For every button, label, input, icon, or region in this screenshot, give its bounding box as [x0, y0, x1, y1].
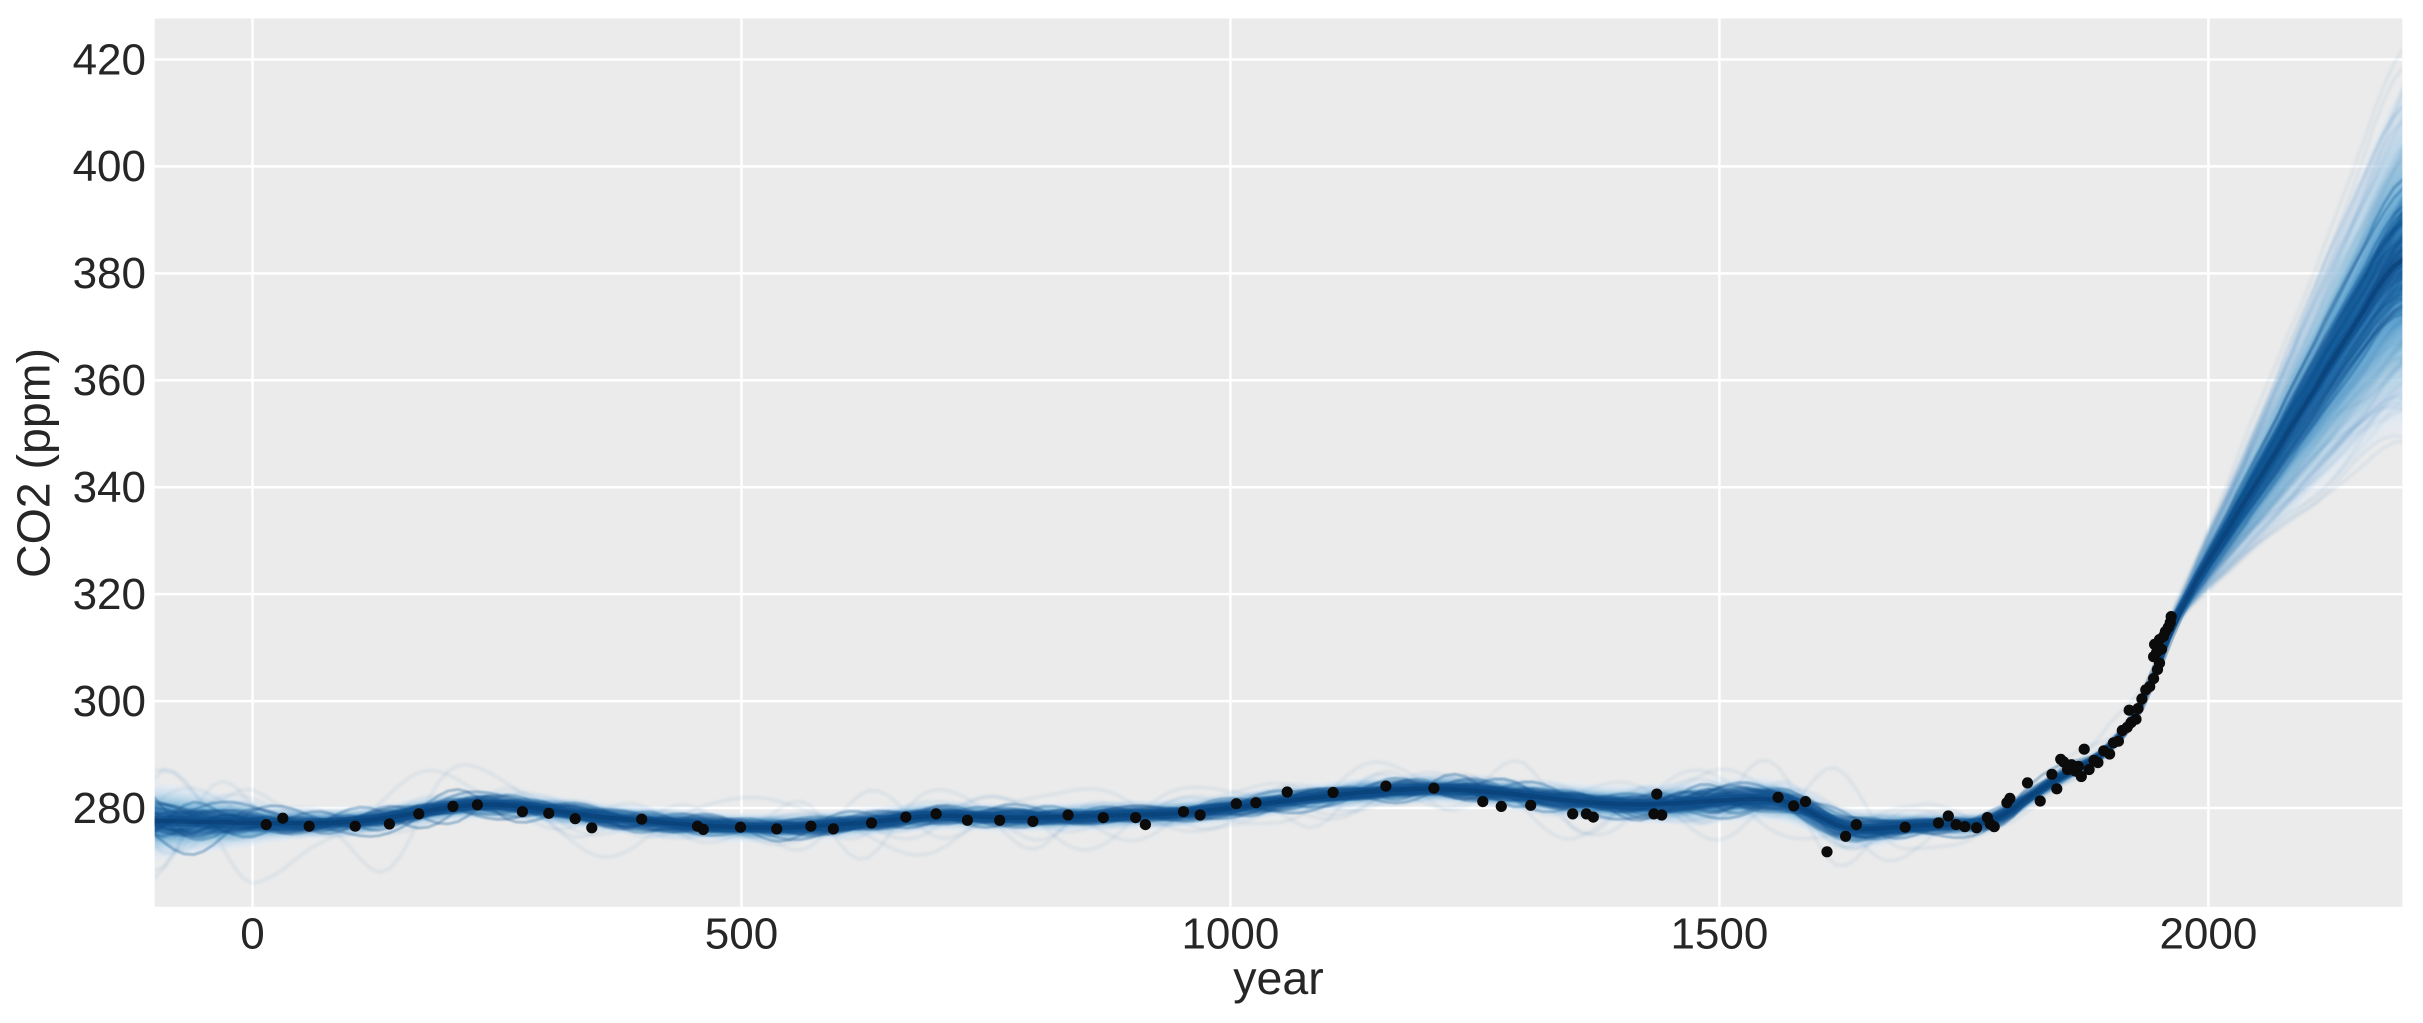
svg-text:500: 500	[705, 910, 778, 959]
svg-text:2000: 2000	[2159, 910, 2257, 959]
svg-text:1000: 1000	[1181, 910, 1279, 959]
svg-text:420: 420	[73, 35, 146, 84]
svg-text:320: 320	[73, 570, 146, 619]
svg-text:400: 400	[73, 142, 146, 191]
svg-text:0: 0	[240, 910, 264, 959]
svg-text:380: 380	[73, 249, 146, 298]
svg-text:340: 340	[73, 463, 146, 512]
svg-text:1500: 1500	[1670, 910, 1768, 959]
svg-text:360: 360	[73, 356, 146, 405]
svg-text:year: year	[1233, 952, 1323, 1004]
svg-text:300: 300	[73, 677, 146, 726]
svg-text:CO2 (ppm): CO2 (ppm)	[7, 348, 59, 578]
svg-text:280: 280	[73, 784, 146, 833]
